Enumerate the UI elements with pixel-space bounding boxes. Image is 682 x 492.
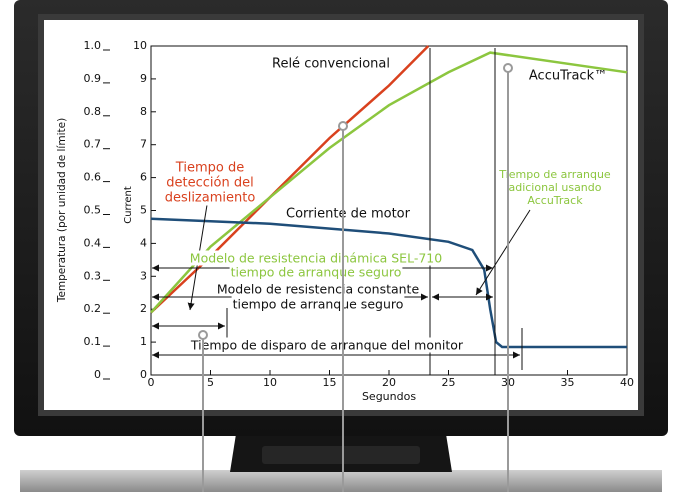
x-axis-label: Segundos xyxy=(362,390,416,403)
y2-tick-label: 0.5 xyxy=(84,204,102,217)
y-axis-label: Current xyxy=(123,186,134,224)
monitor-base xyxy=(20,470,662,492)
series-label: Corriente de motor xyxy=(286,207,411,222)
annotation: Tiempo de disparo de arranque del monito… xyxy=(190,338,464,353)
callout-dot xyxy=(339,122,347,130)
y2-tick-label: 0.4 xyxy=(84,236,102,249)
y-tick-label: 6 xyxy=(140,171,147,184)
annotation: deslizamiento xyxy=(165,191,256,206)
y-tick-label: 4 xyxy=(140,236,147,249)
y2-axis-label: Temperatura (por unidad de límite) xyxy=(56,118,68,303)
annotation: AccuTrack xyxy=(527,194,583,207)
y-tick-label: 1 xyxy=(140,335,147,348)
annotation: tiempo de arranque seguro xyxy=(233,297,404,312)
series-label: Relé convencional xyxy=(272,57,390,72)
y2-tick-label: 0.7 xyxy=(84,138,102,151)
annotation: Modelo de resistencia dinámica SEL-710 xyxy=(190,251,442,266)
annotation: Modelo de resistencia constante xyxy=(217,282,420,297)
annotation: adicional usando xyxy=(508,181,601,194)
y-tick-label: 0 xyxy=(140,368,147,381)
y-tick-label: 5 xyxy=(140,204,147,217)
y2-tick-label: 0.8 xyxy=(84,105,102,118)
x-tick-label: 0 xyxy=(148,376,155,389)
annotation: tiempo de arranque seguro xyxy=(231,265,402,280)
annotation: detección del xyxy=(166,176,253,191)
x-tick-label: 15 xyxy=(323,376,337,389)
callout-dot xyxy=(504,64,512,72)
series-label: AccuTrack™ xyxy=(529,69,607,84)
monitor-illustration: 051015202530354001234567891000.10.20.30.… xyxy=(0,0,682,492)
y-tick-label: 3 xyxy=(140,269,147,282)
y-tick-label: 10 xyxy=(133,39,147,52)
y-tick-label: 2 xyxy=(140,302,147,315)
y2-tick-label: 0.2 xyxy=(84,302,102,315)
y-tick-label: 7 xyxy=(140,138,147,151)
callout-dot xyxy=(199,331,207,339)
x-tick-label: 10 xyxy=(263,376,277,389)
y2-tick-label: 0 xyxy=(94,368,101,381)
stand-detail xyxy=(262,446,420,464)
x-tick-label: 5 xyxy=(207,376,214,389)
y-tick-label: 9 xyxy=(140,72,147,85)
x-tick-label: 20 xyxy=(382,376,396,389)
x-tick-label: 40 xyxy=(620,376,634,389)
x-tick-label: 35 xyxy=(561,376,575,389)
y-tick-label: 8 xyxy=(140,105,147,118)
y2-tick-label: 1.0 xyxy=(84,39,102,52)
annotation: Tiempo de arranque xyxy=(498,168,611,181)
y2-tick-label: 0.3 xyxy=(84,269,102,282)
x-tick-label: 25 xyxy=(442,376,456,389)
annotation: Tiempo de xyxy=(175,161,244,176)
y2-tick-label: 0.9 xyxy=(84,72,102,85)
y2-tick-label: 0.1 xyxy=(84,335,102,348)
y2-tick-label: 0.6 xyxy=(84,171,102,184)
